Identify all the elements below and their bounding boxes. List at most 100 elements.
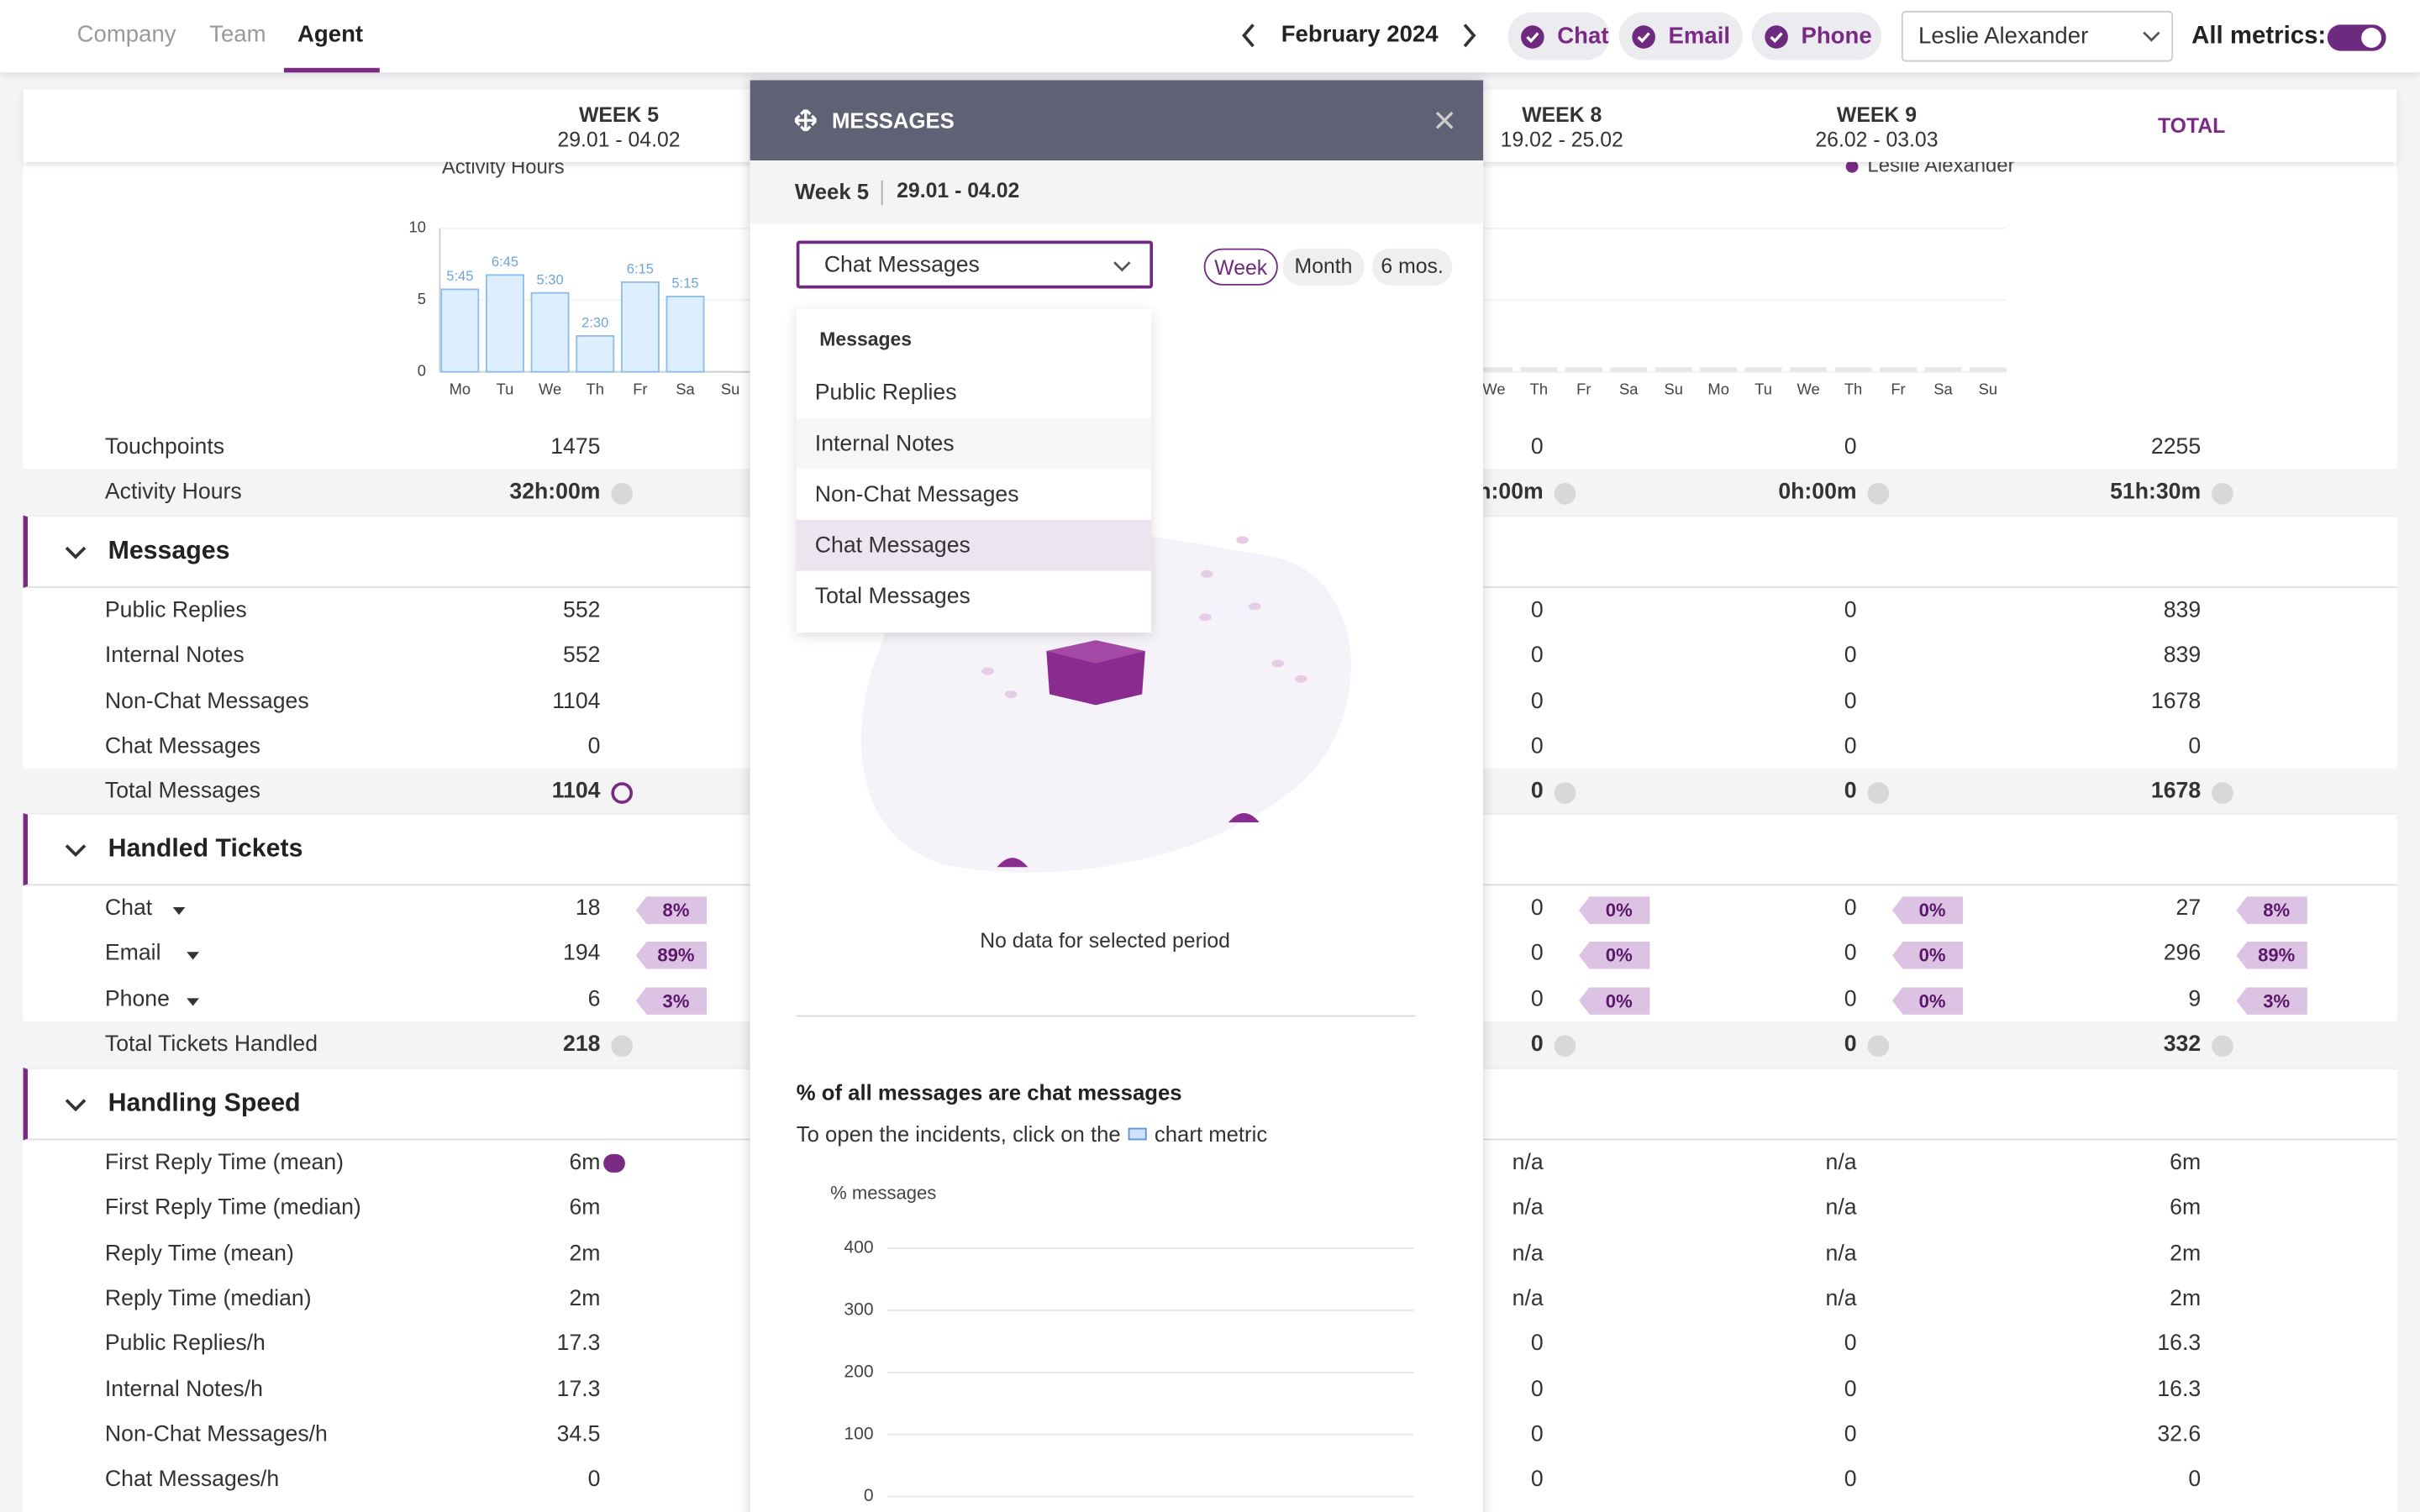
row-label: Chat Messages bbox=[104, 734, 260, 759]
channel-label: Chat bbox=[1557, 22, 1609, 49]
channel-filter[interactable]: Phone bbox=[1751, 12, 1881, 60]
chart-icon[interactable] bbox=[2212, 782, 2233, 805]
bar bbox=[576, 335, 615, 373]
petal bbox=[1228, 812, 1260, 822]
period-button[interactable]: Week bbox=[1203, 248, 1278, 286]
bar bbox=[1834, 367, 1872, 372]
chart-icon[interactable] bbox=[2212, 482, 2233, 505]
data-label: 6:45 bbox=[492, 254, 518, 270]
chart-icon[interactable] bbox=[1867, 1035, 1890, 1057]
caret[interactable] bbox=[186, 952, 199, 960]
chart-icon[interactable] bbox=[1867, 782, 1890, 805]
bar bbox=[666, 296, 705, 373]
y-tick-label: 100 bbox=[844, 1424, 873, 1443]
channel-filter[interactable]: Email bbox=[1618, 12, 1743, 60]
period-button[interactable]: 6 mos. bbox=[1371, 248, 1453, 286]
cell-value: 194 bbox=[563, 941, 601, 967]
data-label: 2:30 bbox=[581, 315, 608, 331]
cell-value: 0 bbox=[1844, 1032, 1857, 1057]
cell-value: 17.3 bbox=[556, 1377, 601, 1402]
chart-icon[interactable] bbox=[611, 1035, 634, 1057]
cell-value: 1475 bbox=[550, 434, 601, 460]
x-tick-label: Fr bbox=[633, 381, 647, 398]
caret[interactable] bbox=[172, 907, 186, 916]
channel-label: Phone bbox=[1801, 22, 1872, 49]
row-label: Non-Chat Messages/h bbox=[104, 1422, 328, 1447]
chart-icon[interactable] bbox=[1554, 782, 1576, 805]
chart-icon[interactable] bbox=[611, 482, 634, 505]
cell-value: 0 bbox=[1530, 1467, 1544, 1493]
share-value: 0% bbox=[1605, 944, 1633, 967]
tab[interactable]: Team bbox=[209, 21, 266, 48]
y-tick-label: 0 bbox=[418, 361, 426, 379]
chart-icon[interactable] bbox=[611, 782, 634, 805]
cell-value: 0 bbox=[2188, 1467, 2202, 1493]
row-label: Chat bbox=[104, 896, 153, 921]
cell-value: 0 bbox=[1844, 986, 1857, 1012]
share-value: 3% bbox=[662, 990, 690, 1012]
petal bbox=[1199, 613, 1212, 622]
petal bbox=[1004, 690, 1018, 699]
y-tick-label: 5 bbox=[418, 290, 426, 307]
legend-dot bbox=[1845, 160, 1859, 173]
bar bbox=[1565, 367, 1602, 372]
prev-arrow[interactable] bbox=[1239, 24, 1258, 48]
cell-value: 0 bbox=[1844, 1422, 1857, 1447]
channel-label: Email bbox=[1668, 22, 1731, 49]
cell-value: n/a bbox=[1825, 1286, 1857, 1312]
share-tag: 8% bbox=[635, 896, 708, 925]
option[interactable]: Non-Chat Messages bbox=[797, 469, 1151, 520]
data-label: 5:45 bbox=[446, 268, 473, 284]
cell-value: 0 bbox=[1530, 689, 1544, 714]
period-button[interactable]: Month bbox=[1282, 248, 1365, 286]
cell-value: 0 bbox=[1530, 986, 1544, 1012]
cell-value: n/a bbox=[1825, 1196, 1857, 1221]
chart-icon[interactable] bbox=[2212, 1035, 2233, 1057]
section-title: Handled Tickets bbox=[108, 834, 303, 863]
tab[interactable]: Company bbox=[76, 21, 176, 48]
week-label: WEEK 9 bbox=[1836, 103, 1917, 127]
cell-value: 552 bbox=[563, 598, 601, 624]
option[interactable]: Public Replies bbox=[797, 367, 1151, 418]
share-value: 8% bbox=[662, 899, 690, 921]
share-value: 0% bbox=[1918, 944, 1946, 967]
metric-dropdown: Messages Public Replies Internal Notes Non-… bbox=[796, 308, 1152, 633]
bar bbox=[1969, 367, 2007, 372]
option-label: Total Messages bbox=[814, 584, 971, 609]
cell-value: 0 bbox=[1844, 779, 1857, 805]
cell-value: 34.5 bbox=[556, 1422, 601, 1447]
chart-icon[interactable] bbox=[1867, 482, 1890, 505]
option[interactable]: Internal Notes bbox=[796, 417, 1152, 470]
cell-value: 0 bbox=[1844, 734, 1857, 759]
toggle[interactable] bbox=[2327, 24, 2386, 51]
share-value: 0% bbox=[1605, 990, 1633, 1012]
chart-icon[interactable] bbox=[1554, 482, 1576, 505]
option-label: Non-Chat Messages bbox=[814, 481, 1019, 507]
caret[interactable] bbox=[186, 997, 199, 1005]
x-tick-label: Sa bbox=[676, 381, 695, 398]
x-tick-label: Mo bbox=[450, 381, 471, 398]
share-value: 89% bbox=[657, 944, 695, 967]
week-dates: 29.01 - 04.02 bbox=[897, 179, 1020, 202]
empty-message: No data for selected period bbox=[980, 928, 1230, 953]
week-label: Week 5 bbox=[794, 179, 870, 204]
cell-value: 839 bbox=[2163, 643, 2202, 669]
tab[interactable]: Agent bbox=[297, 21, 364, 48]
option[interactable]: Chat Messages bbox=[796, 519, 1152, 571]
metric-select[interactable]: Chat Messages bbox=[796, 240, 1154, 289]
x-tick-label: Mo bbox=[1707, 381, 1729, 398]
row-label: Public Replies bbox=[104, 598, 247, 624]
cell-value: 27 bbox=[2175, 896, 2202, 921]
option[interactable]: Total Messages bbox=[797, 571, 1151, 622]
bar bbox=[1655, 367, 1692, 372]
channel-filter[interactable]: Chat bbox=[1507, 12, 1610, 60]
agent-select[interactable]: Leslie Alexander bbox=[1901, 10, 2174, 62]
option-label: Public Replies bbox=[814, 380, 957, 406]
cell-value: 2m bbox=[569, 1241, 601, 1267]
next-arrow[interactable] bbox=[1460, 24, 1479, 48]
share-tag: 0% bbox=[1891, 986, 1964, 1015]
cell-value: 0 bbox=[1530, 434, 1544, 460]
chart-icon[interactable] bbox=[1554, 1035, 1576, 1057]
modal-header: MESSAGES bbox=[750, 80, 1484, 161]
comment-icon[interactable] bbox=[603, 1153, 625, 1173]
